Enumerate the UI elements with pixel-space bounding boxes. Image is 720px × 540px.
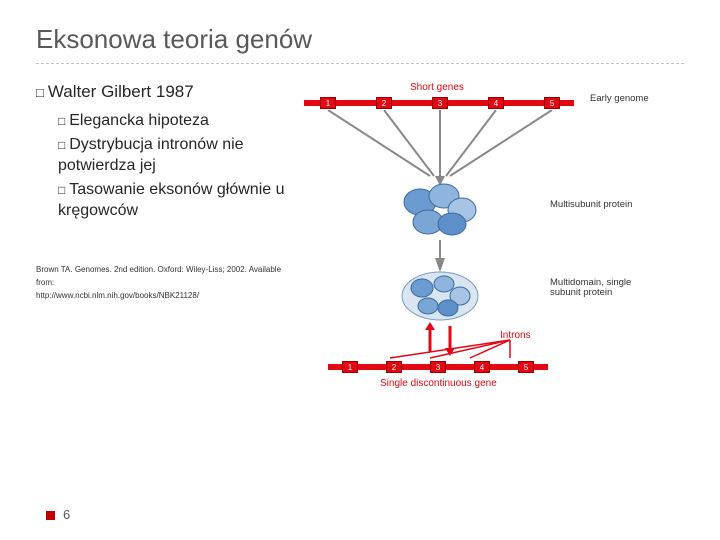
bullet-main-text: Walter Gilbert 1987 [48, 82, 194, 102]
gene-box: 2 [376, 97, 392, 109]
bullet-sub-2-text: Dystrybucja intronów nie potwierdza jej [58, 136, 244, 175]
reference-line2: http://www.ncbi.nlm.nih.gov/books/NBK211… [36, 290, 286, 303]
reference: Brown TA. Genomes. 2nd edition. Oxford: … [36, 264, 286, 302]
diagram-label-multisubunit: Multisubunit protein [550, 200, 650, 210]
text-column: □ Walter Gilbert 1987 □ Elegancka hipotez… [36, 82, 286, 392]
bullet-sub-2: □Dystrybucja intronów nie potwierdza jej [58, 134, 286, 177]
bullet-square-icon: □ [58, 183, 65, 197]
bullet-main: □ Walter Gilbert 1987 [36, 82, 286, 102]
page-title: Eksonowa teoria genów [36, 24, 684, 64]
gene-box: 3 [430, 361, 446, 373]
diagram-label-early-genome: Early genome [590, 94, 650, 104]
grey-arrow-icon [439, 240, 441, 260]
reference-line1: Brown TA. Genomes. 2nd edition. Oxford: … [36, 264, 286, 290]
introns-arrows-icon [360, 338, 560, 362]
bullet-sub-1-text: Elegancka hipoteza [69, 112, 209, 129]
slide-number: 6 [46, 507, 70, 522]
bullet-square-icon: □ [36, 85, 44, 100]
gene-box: 2 [386, 361, 402, 373]
bullet-sub-1: □ Elegancka hipoteza [58, 110, 286, 132]
bullet-square-icon: □ [58, 138, 65, 152]
gene-box: 5 [518, 361, 534, 373]
slide-number-text: 6 [63, 507, 70, 522]
gene-box: 4 [488, 97, 504, 109]
slide-marker-icon [46, 511, 55, 520]
diagram-column: Short genes 1 2 3 4 5 Early genome [300, 82, 684, 392]
bullet-square-icon: □ [58, 114, 65, 128]
gene-box: 4 [474, 361, 490, 373]
multisubunit-protein-icon [400, 182, 480, 238]
diagram-label-single-gene: Single discontinuous gene [380, 378, 580, 389]
multidomain-protein-icon [400, 270, 480, 322]
gene-box: 1 [320, 97, 336, 109]
bullet-sub-3: □Tasowanie eksonów głównie u kręgowców [58, 179, 286, 222]
gene-box: 3 [432, 97, 448, 109]
gene-box: 5 [544, 97, 560, 109]
bullet-sub-3-text: Tasowanie eksonów głównie u kręgowców [58, 181, 285, 220]
diagram-top-label: Short genes [410, 82, 464, 93]
exon-theory-diagram: Short genes 1 2 3 4 5 Early genome [300, 82, 670, 392]
gene-box: 1 [342, 361, 358, 373]
converge-arrows-icon [300, 110, 580, 188]
diagram-label-multidomain: Multidomain, single subunit protein [550, 278, 660, 299]
